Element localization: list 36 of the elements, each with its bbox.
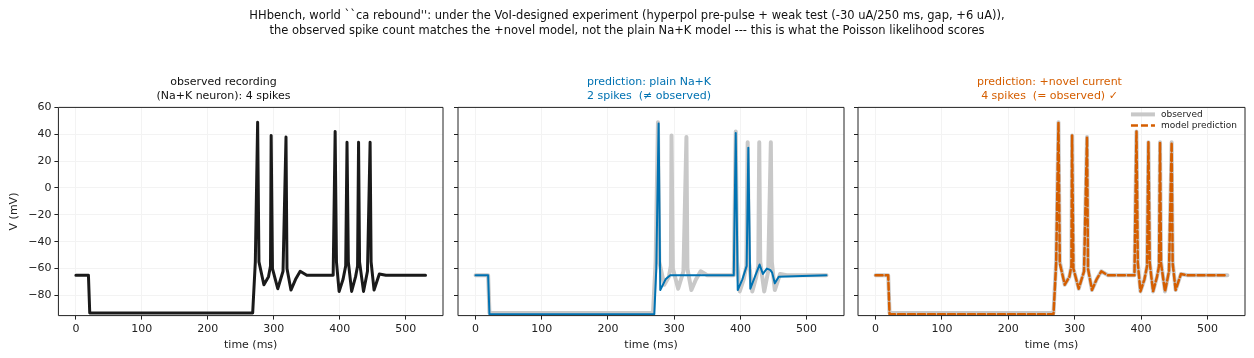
x-tick-label: 100: [531, 322, 553, 336]
y-axis-title: V (mV): [7, 192, 21, 231]
y-tick-label: 60: [37, 100, 52, 114]
chart-title: prediction: plain Na+K 2 spikes (≠ observed): [586, 75, 712, 102]
y-tick-label: −40: [28, 234, 52, 248]
x-axis-title: time (ms): [1024, 338, 1079, 352]
x-tick-label: 500: [395, 322, 417, 336]
x-tick-label: 400: [329, 322, 351, 336]
x-tick-label: 200: [997, 322, 1019, 336]
x-tick-label: 400: [1130, 322, 1152, 336]
x-tick-label: 0: [472, 322, 480, 336]
x-tick-label: 300: [263, 322, 285, 336]
x-tick-label: 200: [197, 322, 219, 336]
x-tick-label: 0: [872, 322, 880, 336]
y-tick-label: −60: [28, 261, 52, 275]
y-tick-label: −80: [28, 288, 52, 302]
x-tick-label: 400: [729, 322, 751, 336]
x-axis-title: time (ms): [224, 338, 278, 352]
x-tick-label: 0: [72, 322, 80, 336]
y-tick-label: −20: [28, 207, 52, 221]
x-tick-label: 500: [796, 322, 818, 336]
chart-title: observed recording (Na+K neuron): 4 spikes: [156, 75, 291, 102]
y-tick-label: 40: [37, 127, 52, 141]
y-tick-label: 20: [37, 153, 52, 167]
legend-label: model prediction: [1160, 119, 1238, 130]
x-tick-label: 100: [131, 322, 153, 336]
x-axis-title: time (ms): [624, 338, 678, 352]
x-tick-label: 100: [931, 322, 953, 336]
x-tick-label: 300: [663, 322, 685, 336]
x-tick-label: 500: [1196, 322, 1218, 336]
x-tick-label: 200: [597, 322, 619, 336]
legend-label: observed: [1160, 108, 1203, 119]
text: HHbench, world ``ca rebound'': under the VoI-designed experiment (hyperpol pre-pulse + weak test (-30 uA/250 ms, gap, +6 uA)), the observed spike count matches the +novel model, not the plain Na+K model --- this is what the Poisson likelihood scores: [248, 8, 1006, 38]
x-tick-label: 300: [1064, 322, 1086, 336]
chart-title: prediction: +novel current 4 spikes (= observed) ✓: [977, 75, 1123, 102]
y-tick-label: 0: [44, 180, 52, 194]
